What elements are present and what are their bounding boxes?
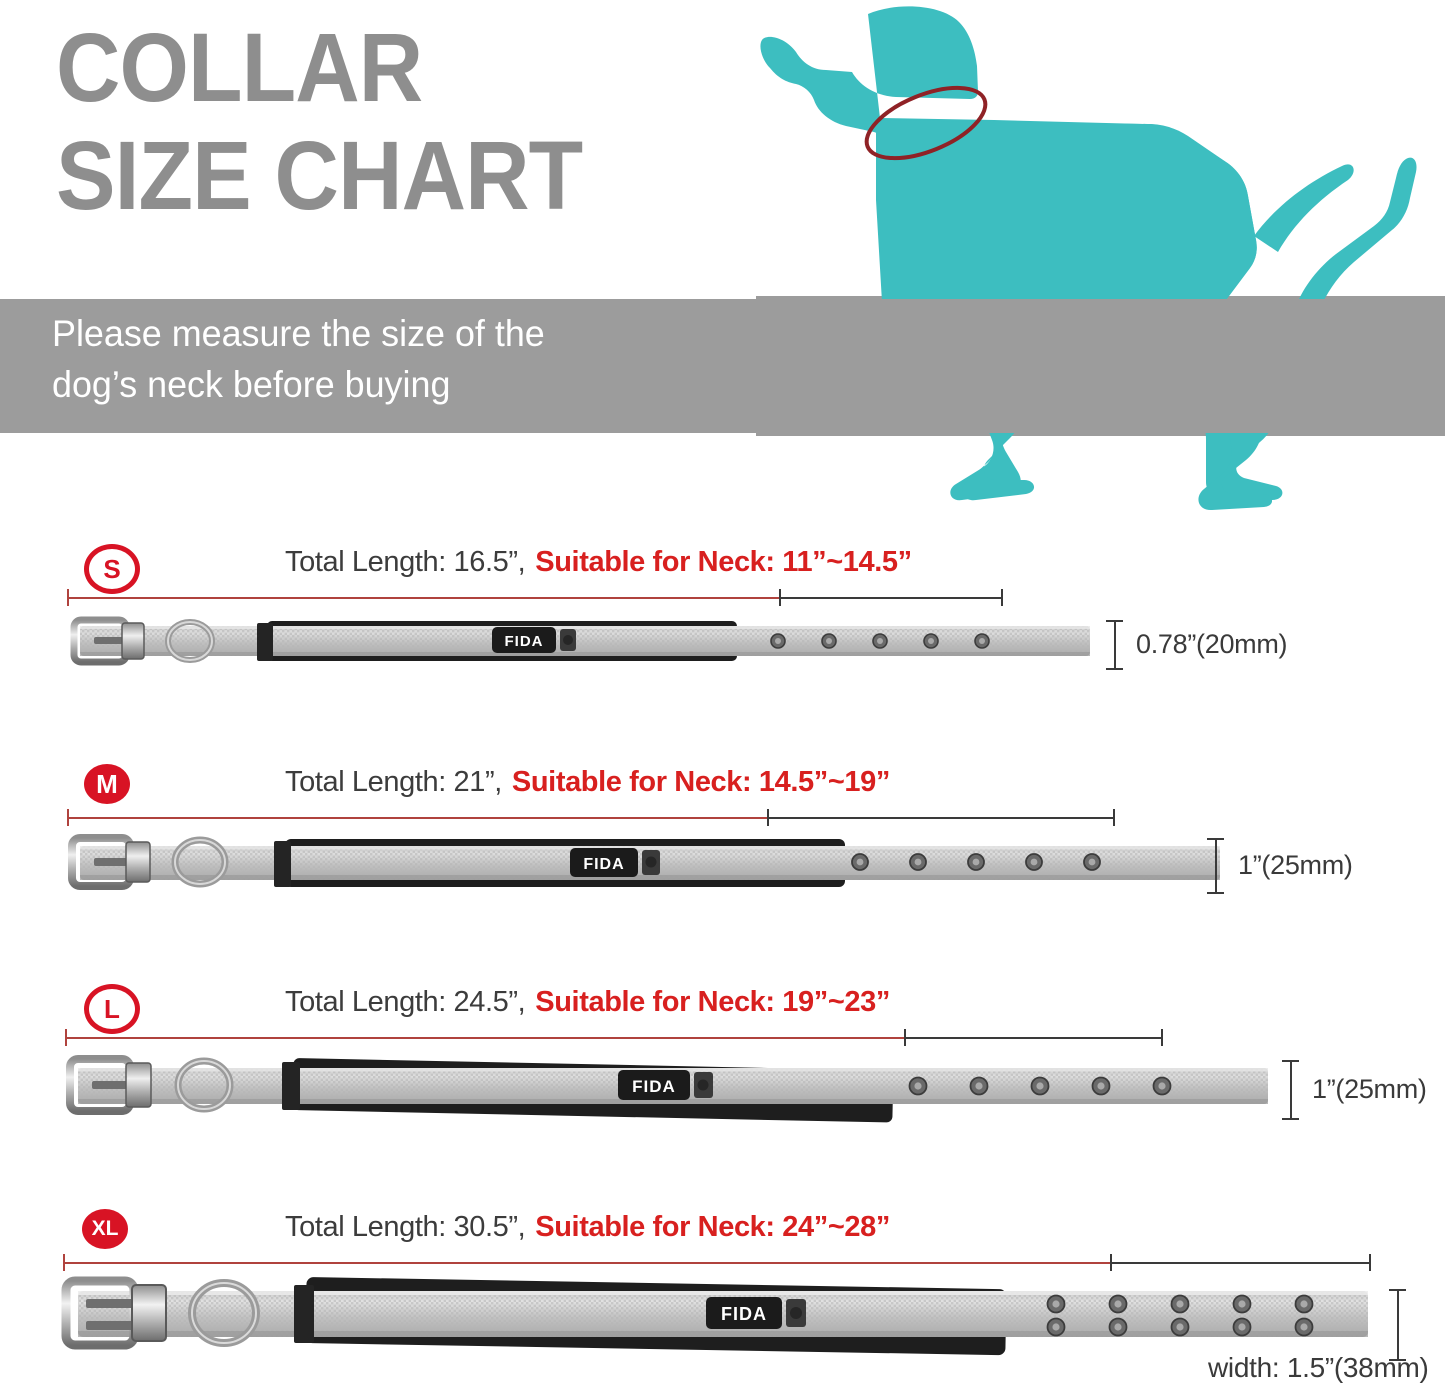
instruction-line-1: Please measure the size of the: [52, 313, 545, 354]
row-l-width-dimension: [1281, 1060, 1301, 1120]
row-s-width-dimension: [1105, 620, 1125, 670]
size-badge-xl: XL: [82, 1209, 128, 1249]
title-line-1: COLLAR: [56, 13, 423, 122]
row-s-total-length: Total Length: 16.5”,: [285, 546, 526, 578]
row-m-width-label: 1”(25mm): [1238, 850, 1353, 880]
row-s-width-label: 0.78”(20mm): [1136, 629, 1288, 659]
title-line-2: SIZE CHART: [56, 121, 583, 230]
instruction-band: [0, 299, 1445, 433]
size-badge-l: L: [84, 984, 140, 1034]
collar-image-l: FIDA: [58, 1052, 1288, 1130]
size-row-m: M Total Length: 21”, Suitable for Neck: 1…: [0, 760, 1445, 960]
row-xl-total-length: Total Length: 30.5”,: [285, 1211, 526, 1243]
instruction-line-2: dog’s neck before buying: [52, 364, 451, 405]
dog-illustration: [756, 0, 1445, 512]
row-xl-neck-range: Suitable for Neck: 24”~28”: [535, 1211, 890, 1243]
size-badge-s: S: [84, 544, 140, 594]
row-m-dimension-line: [60, 808, 1130, 828]
row-l-measurements: Total Length: 24.5”, Suitable for Neck: 1…: [285, 986, 890, 1019]
row-s-measurements: Total Length: 16.5”, Suitable for Neck: 1…: [285, 546, 912, 579]
row-s-neck-range: Suitable for Neck: 11”~14.5”: [535, 546, 912, 578]
row-m-width-dimension: [1206, 838, 1226, 894]
size-row-l: L Total Length: 24.5”, Suitable for Neck:…: [0, 980, 1445, 1190]
row-l-total-length: Total Length: 24.5”,: [285, 986, 526, 1018]
page-title: COLLAR SIZE CHART: [56, 14, 816, 230]
row-m-neck-range: Suitable for Neck: 14.5”~19”: [511, 766, 890, 798]
row-xl-width-label: width: 1.5”(38mm): [1208, 1352, 1429, 1383]
svg-text:FIDA: FIDA: [583, 856, 624, 873]
size-row-s: S Total Length: 16.5”, Suitable for Neck:…: [0, 540, 1445, 740]
svg-text:FIDA: FIDA: [505, 633, 544, 650]
instruction-text: Please measure the size of the dog’s nec…: [52, 308, 731, 410]
row-xl-width-dimension: [1388, 1289, 1408, 1361]
size-row-xl: XL Total Length: 30.5”, Suitable for Neck…: [0, 1205, 1445, 1395]
size-badge-label: S: [103, 553, 121, 584]
row-xl-dimension-line: [56, 1253, 1386, 1273]
size-badge-m: M: [84, 764, 130, 804]
size-badge-label: XL: [91, 1217, 119, 1240]
collar-image-s: FIDA: [62, 615, 1112, 675]
row-l-neck-range: Suitable for Neck: 19”~23”: [535, 986, 890, 1018]
svg-text:FIDA: FIDA: [632, 1077, 676, 1096]
size-badge-label: M: [96, 768, 118, 799]
row-s-dimension-line: [60, 588, 1010, 608]
row-l-dimension-line: [58, 1028, 1178, 1048]
row-xl-measurements: Total Length: 30.5”, Suitable for Neck: 2…: [285, 1211, 890, 1244]
row-m-total-length: Total Length: 21”,: [285, 766, 502, 798]
collar-image-xl: FIDA: [56, 1273, 1386, 1363]
svg-text:FIDA: FIDA: [721, 1304, 767, 1324]
row-l-width-label: 1”(25mm): [1312, 1074, 1427, 1104]
size-badge-label: L: [104, 993, 120, 1024]
row-m-measurements: Total Length: 21”, Suitable for Neck: 14.…: [285, 766, 890, 799]
collar-image-m: FIDA: [60, 833, 1240, 901]
